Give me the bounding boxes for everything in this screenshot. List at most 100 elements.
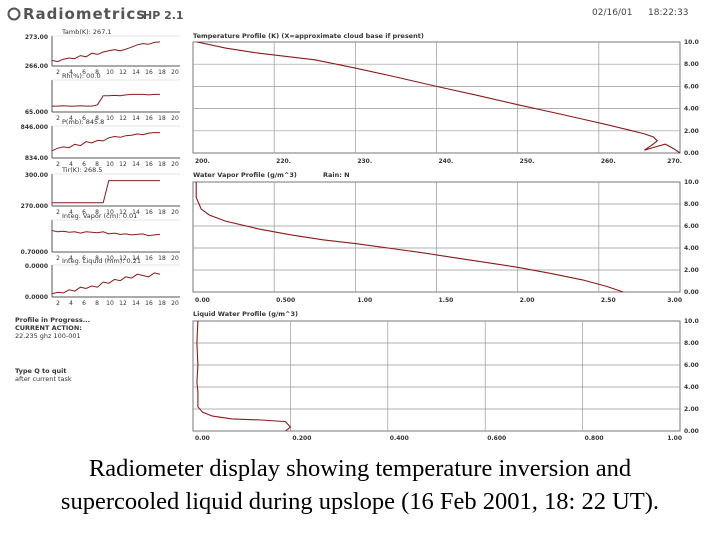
x-tick-label: 240.: [439, 158, 454, 165]
small-panel: Tir(K): 268.5 300.00 270.000 2 4 6 8 10 12 14 16 18…: [21, 166, 180, 216]
panel-xtick: 20: [171, 161, 179, 168]
y-tick-label: 2.00: [684, 406, 699, 413]
radiometrics-logo: Radiometrics HP 2.1: [7, 5, 184, 23]
panel-xtick: 2: [56, 115, 60, 122]
panel-series-line: [51, 230, 161, 237]
panel-xtick: 12: [119, 255, 127, 262]
profile-chart: Water Vapor Profile (g/m^3) Rain: N 10.0 8.…: [192, 171, 699, 304]
panel-xtick: 8: [95, 161, 99, 168]
panel-xtick: 8: [95, 300, 99, 307]
x-tick-label: 270.: [667, 158, 682, 165]
header-bar: Radiometrics HP 2.1 02/16/01 18:22:33: [7, 5, 688, 23]
quit-instruction: after current task: [15, 375, 72, 383]
panel-xtick: 14: [132, 300, 140, 307]
logo-text: Radiometrics: [23, 5, 146, 23]
x-tick-label: 0.400: [390, 435, 409, 442]
y-tick-label: 10.0: [684, 318, 699, 325]
x-tick-label: 0.600: [487, 435, 506, 442]
panel-xtick: 4: [69, 300, 73, 307]
panel-xtick: 10: [106, 300, 114, 307]
panel-xtick: 4: [69, 115, 73, 122]
panel-ymin: 65.000: [25, 109, 48, 116]
panel-xtick: 16: [145, 115, 153, 122]
status-panel: Profile in Progress... CURRENT ACTION: 2…: [15, 316, 90, 383]
y-tick-label: 8.00: [684, 201, 699, 208]
panel-xtick: 18: [158, 115, 166, 122]
panel-xtick: 2: [56, 300, 60, 307]
y-tick-label: 2.00: [684, 267, 699, 274]
profile-charts: Temperature Profile (K) (X=approximate c…: [192, 32, 699, 442]
panel-xtick: 12: [119, 300, 127, 307]
x-tick-label: 1.50: [439, 297, 454, 304]
panel-xtick: 14: [132, 115, 140, 122]
profile-series-line: [196, 41, 681, 154]
caption-line: Radiometer display showing temperature i…: [88, 455, 632, 482]
x-tick-label: 250.: [520, 158, 535, 165]
small-time-series-panels: Tamb(K): 267.1 273.00 266.00 2 4 6 8 10 12 14 16 18…: [21, 28, 180, 307]
panel-series-line: [52, 93, 160, 107]
small-panel: Integ. Vapor (cm): 0.01 0.70000 2 4 6 8 10 12 14…: [21, 212, 180, 262]
panel-xtick: 2: [56, 161, 60, 168]
x-tick-label: 3.00: [667, 297, 682, 304]
y-tick-label: 8.00: [684, 61, 699, 68]
header-date: 02/16/01: [592, 8, 632, 18]
y-tick-label: 10.0: [684, 39, 699, 46]
panel-xtick: 8: [95, 69, 99, 76]
panel-xtick: 2: [56, 255, 60, 262]
y-tick-label: 4.00: [684, 106, 699, 113]
panel-xtick: 2: [56, 69, 60, 76]
panel-xtick: 16: [145, 209, 153, 216]
x-tick-label: 0.800: [585, 435, 604, 442]
panel-xtick: 4: [69, 69, 73, 76]
chart-frame: [192, 320, 681, 432]
panel-xtick: 8: [95, 209, 99, 216]
caption-line: supercooled liquid during upslope (16 Fe…: [60, 488, 660, 515]
quit-instruction: Type Q to quit: [15, 367, 66, 375]
radiometer-display: Radiometrics HP 2.1 02/16/01 18:22:33 Ta…: [7, 5, 699, 442]
panel-readout: Rh(%): 00.0: [62, 72, 101, 80]
chart-title: Temperature Profile (K) (X=approximate c…: [193, 32, 424, 40]
panel-xtick: 20: [171, 255, 179, 262]
panel-xtick: 6: [82, 115, 86, 122]
panel-xtick: 10: [106, 115, 114, 122]
status-line: 22.235 ghz 100-001: [15, 332, 81, 340]
panel-xtick: 10: [106, 69, 114, 76]
panel-xtick: 8: [95, 115, 99, 122]
panel-ymin: 266.00: [25, 63, 48, 70]
panel-ymax: 0.0000: [25, 263, 48, 270]
panel-xtick: 6: [82, 300, 86, 307]
x-tick-label: 1.00: [667, 435, 682, 442]
status-line: CURRENT ACTION:: [15, 324, 82, 332]
x-tick-label: 0.00: [195, 297, 210, 304]
panel-xtick: 20: [171, 300, 179, 307]
panel-xtick: 12: [119, 161, 127, 168]
chart-title: Water Vapor Profile (g/m^3): [193, 171, 297, 179]
y-tick-label: 0.00: [684, 289, 699, 296]
small-panel: Integ. Liquid (mm): 0.21 0.0000 0.0000 2 4 6 8…: [25, 257, 180, 307]
panel-ymin: 0.70000: [21, 249, 48, 256]
header-time: 18:22:33: [648, 8, 688, 18]
panel-xtick: 12: [119, 209, 127, 216]
panel-xtick: 14: [132, 209, 140, 216]
y-tick-label: 6.00: [684, 223, 699, 230]
panel-xtick: 10: [106, 255, 114, 262]
panel-xtick: 14: [132, 161, 140, 168]
y-tick-label: 4.00: [684, 384, 699, 391]
profile-chart: Liquid Water Profile (g/m^3) 10.0 8.00 6.00…: [192, 310, 699, 442]
panel-xtick: 2: [56, 209, 60, 216]
model-version: HP 2.1: [143, 9, 184, 22]
panel-series-line: [51, 41, 161, 63]
panel-xtick: 8: [95, 255, 99, 262]
panel-xtick: 14: [132, 255, 140, 262]
status-line: Profile in Progress...: [15, 316, 90, 324]
profile-series-line: [196, 320, 292, 432]
panel-xtick: 20: [171, 115, 179, 122]
small-panel: Tamb(K): 267.1 273.00 266.00 2 4 6 8 10 12 14 16 18…: [25, 28, 180, 76]
panel-readout: Integ. Vapor (cm): 0.01: [62, 212, 137, 220]
y-tick-label: 6.00: [684, 83, 699, 90]
x-tick-label: 220.: [276, 158, 291, 165]
y-tick-label: 8.00: [684, 340, 699, 347]
x-tick-label: 2.50: [601, 297, 616, 304]
y-tick-label: 4.00: [684, 245, 699, 252]
panel-xtick: 4: [69, 161, 73, 168]
